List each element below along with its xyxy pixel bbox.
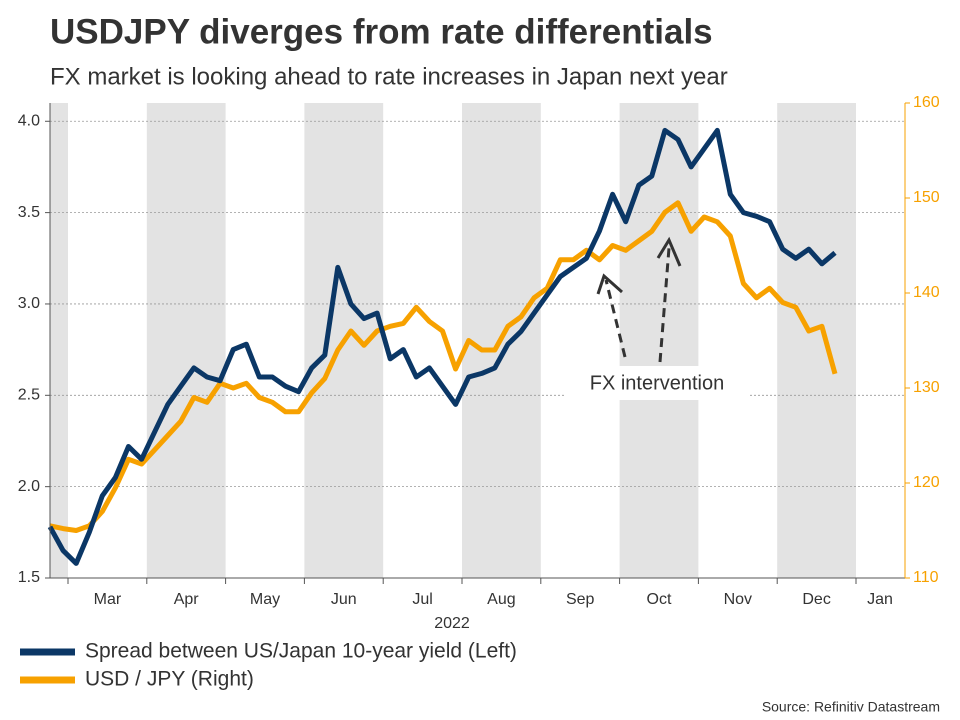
y-tick-label: 3.5 — [18, 204, 40, 221]
x-tick-label: Jun — [331, 591, 357, 608]
annotation: FX intervention — [566, 236, 748, 400]
arrow — [604, 279, 627, 358]
y2-tick-label: 160 — [913, 94, 940, 111]
chart-subtitle: FX market is looking ahead to rate incre… — [50, 63, 728, 90]
y2-tick-label: 120 — [913, 474, 940, 491]
y-tick-label: 4.0 — [18, 112, 40, 129]
x-tick-label: Apr — [174, 591, 200, 608]
x-tick-label: Nov — [724, 591, 752, 608]
x-tick-label: Jan — [867, 591, 893, 608]
legend: Spread between US/Japan 10-year yield (L… — [20, 640, 517, 691]
month-bands — [50, 103, 856, 578]
x-tick-label: Jul — [412, 591, 432, 608]
month-band — [619, 103, 699, 578]
y2-tick-label: 110 — [913, 569, 939, 586]
y-tick-label: 1.5 — [18, 569, 40, 586]
arrowhead — [596, 273, 623, 295]
month-band — [777, 103, 856, 578]
source: Source: Refinitiv Datastream — [762, 699, 940, 715]
lines — [47, 127, 838, 566]
chart-title: USDJPY diverges from rate differentials — [50, 12, 713, 51]
arrowhead — [656, 236, 682, 267]
x-tick-label: Sep — [566, 591, 595, 608]
x-tick-label: May — [250, 591, 280, 608]
x-tick-label: Oct — [647, 591, 672, 608]
arrow — [658, 247, 671, 363]
x-tick-label: Aug — [487, 591, 515, 608]
legend-label: Spread between US/Japan 10-year yield (L… — [85, 640, 517, 663]
month-band — [50, 103, 68, 578]
y-tick-label: 2.0 — [18, 478, 40, 495]
x-tick-label: Mar — [94, 591, 122, 608]
x-tick-label: Dec — [802, 591, 830, 608]
x-axis-label: 2022 — [434, 615, 470, 632]
y-tick-label: 2.5 — [18, 387, 40, 404]
month-band — [146, 103, 226, 578]
annotation-box — [566, 366, 748, 400]
annotation-text: FX intervention — [590, 372, 725, 394]
y2-tick-label: 140 — [913, 284, 940, 301]
y-tick-label: 3.0 — [18, 295, 40, 312]
y2-tick-label: 150 — [913, 189, 940, 206]
legend-label: USD / JPY (Right) — [85, 668, 254, 691]
series-line — [49, 200, 838, 533]
y2-tick-label: 130 — [913, 379, 940, 396]
series-line — [47, 127, 837, 566]
